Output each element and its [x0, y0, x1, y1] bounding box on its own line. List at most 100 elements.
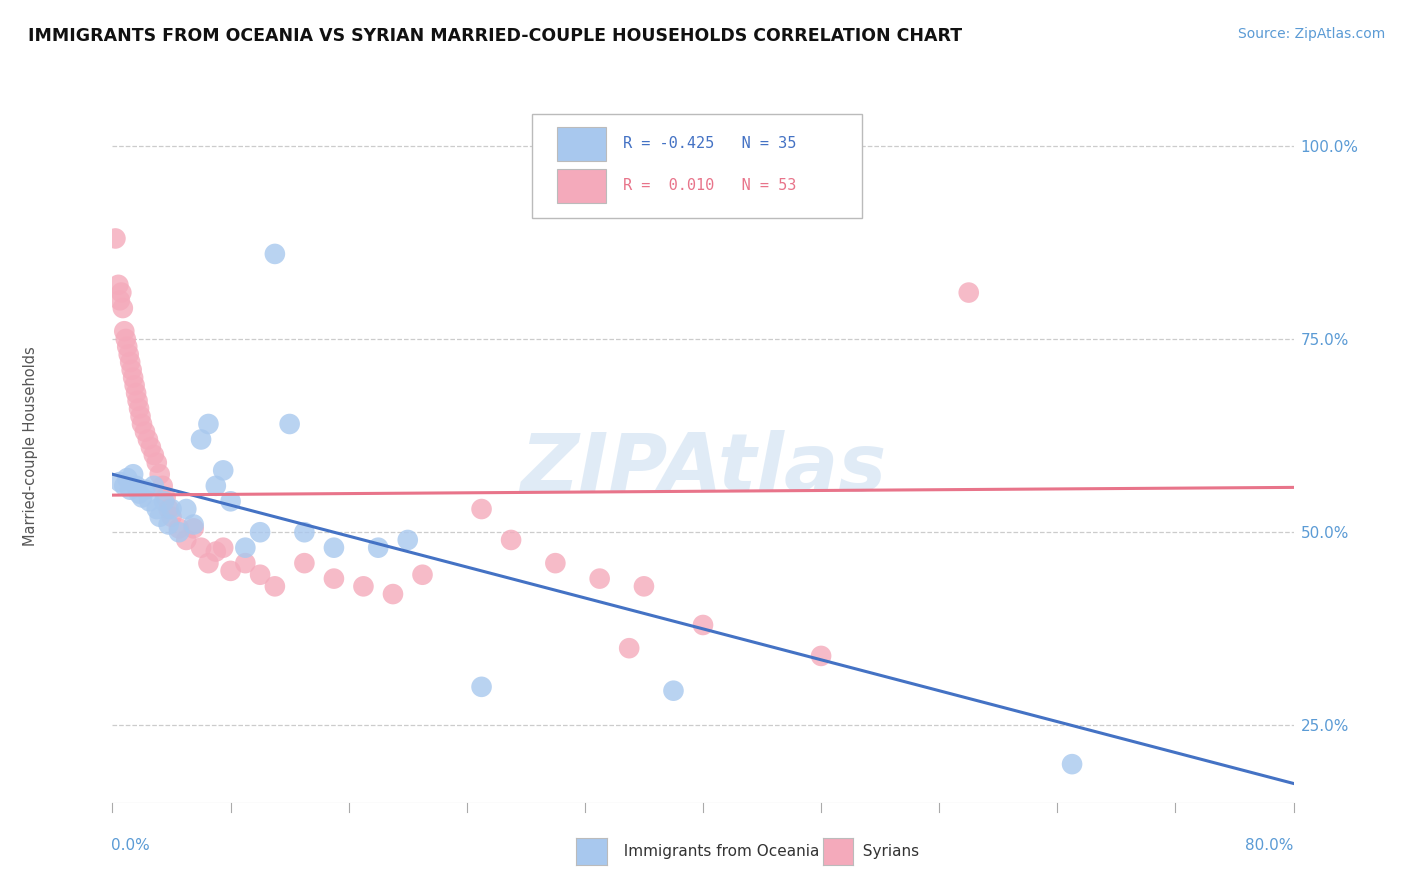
- Point: [633, 579, 655, 593]
- Point: [352, 579, 374, 593]
- Point: [155, 491, 177, 505]
- Point: [212, 463, 235, 477]
- Point: [323, 541, 346, 555]
- Point: [117, 340, 138, 354]
- Point: [127, 393, 149, 408]
- Point: [264, 579, 287, 593]
- Point: [292, 525, 315, 540]
- Point: [117, 471, 138, 485]
- Point: [323, 572, 346, 586]
- Point: [120, 355, 142, 369]
- Point: [411, 567, 433, 582]
- Point: [205, 544, 228, 558]
- Text: Immigrants from Oceania: Immigrants from Oceania: [614, 845, 820, 859]
- Point: [108, 475, 131, 489]
- Point: [249, 525, 271, 540]
- Text: ▪: ▪: [589, 842, 612, 862]
- Point: [142, 448, 165, 462]
- Point: [111, 301, 134, 315]
- Point: [249, 567, 271, 582]
- FancyBboxPatch shape: [557, 127, 606, 161]
- Point: [197, 556, 219, 570]
- Point: [136, 433, 159, 447]
- Point: [157, 502, 180, 516]
- Point: [128, 486, 150, 500]
- Point: [118, 347, 141, 361]
- Point: [120, 483, 142, 497]
- Point: [396, 533, 419, 547]
- Point: [174, 533, 197, 547]
- Point: [146, 502, 169, 516]
- Point: [108, 293, 131, 308]
- Point: [662, 683, 685, 698]
- Point: [146, 456, 169, 470]
- Point: [125, 386, 148, 401]
- Text: IMMIGRANTS FROM OCEANIA VS SYRIAN MARRIED-COUPLE HOUSEHOLDS CORRELATION CHART: IMMIGRANTS FROM OCEANIA VS SYRIAN MARRIE…: [28, 27, 962, 45]
- Point: [692, 618, 714, 632]
- Point: [264, 247, 287, 261]
- Point: [278, 417, 301, 431]
- Point: [121, 363, 143, 377]
- Point: [131, 417, 153, 431]
- Point: [470, 502, 494, 516]
- Point: [149, 509, 172, 524]
- Point: [129, 409, 152, 424]
- Point: [134, 483, 156, 497]
- Point: [134, 425, 156, 439]
- Point: [160, 509, 183, 524]
- Point: [128, 401, 150, 416]
- Text: 0.0%: 0.0%: [111, 838, 150, 853]
- Point: [501, 533, 523, 547]
- Point: [152, 479, 174, 493]
- Point: [219, 564, 242, 578]
- Point: [197, 417, 219, 431]
- Point: [138, 494, 160, 508]
- Point: [810, 648, 832, 663]
- Text: R = -0.425   N = 35: R = -0.425 N = 35: [623, 136, 796, 152]
- Point: [544, 556, 567, 570]
- Point: [183, 517, 205, 532]
- Point: [233, 556, 256, 570]
- Point: [292, 556, 315, 570]
- Point: [114, 332, 136, 346]
- Point: [190, 433, 212, 447]
- Point: [112, 324, 135, 338]
- Text: 80.0%: 80.0%: [1246, 838, 1294, 853]
- Point: [233, 541, 256, 555]
- Point: [183, 521, 205, 535]
- Text: ZIPAtlas: ZIPAtlas: [520, 430, 886, 508]
- Point: [157, 517, 180, 532]
- Text: R =  0.010   N = 53: R = 0.010 N = 53: [623, 178, 796, 194]
- Point: [112, 479, 135, 493]
- Point: [957, 285, 980, 300]
- Point: [149, 467, 172, 482]
- Point: [470, 680, 494, 694]
- Point: [131, 491, 153, 505]
- Point: [190, 541, 212, 555]
- FancyBboxPatch shape: [531, 114, 862, 219]
- Point: [174, 502, 197, 516]
- Point: [139, 440, 162, 454]
- Point: [124, 378, 146, 392]
- Point: [382, 587, 405, 601]
- Point: [160, 502, 183, 516]
- Point: [367, 541, 389, 555]
- Point: [125, 479, 148, 493]
- Point: [167, 521, 190, 535]
- Point: [619, 641, 641, 656]
- FancyBboxPatch shape: [557, 169, 606, 202]
- Point: [153, 494, 176, 508]
- Point: [1062, 757, 1084, 772]
- Text: Syrians: Syrians: [853, 845, 920, 859]
- Point: [104, 231, 127, 245]
- Point: [212, 541, 235, 555]
- Point: [142, 479, 165, 493]
- Point: [588, 572, 610, 586]
- Point: [107, 277, 129, 292]
- Point: [122, 467, 145, 482]
- Point: [167, 525, 190, 540]
- Text: Married-couple Households: Married-couple Households: [24, 346, 38, 546]
- Text: Source: ZipAtlas.com: Source: ZipAtlas.com: [1237, 27, 1385, 41]
- Point: [219, 494, 242, 508]
- Point: [205, 479, 228, 493]
